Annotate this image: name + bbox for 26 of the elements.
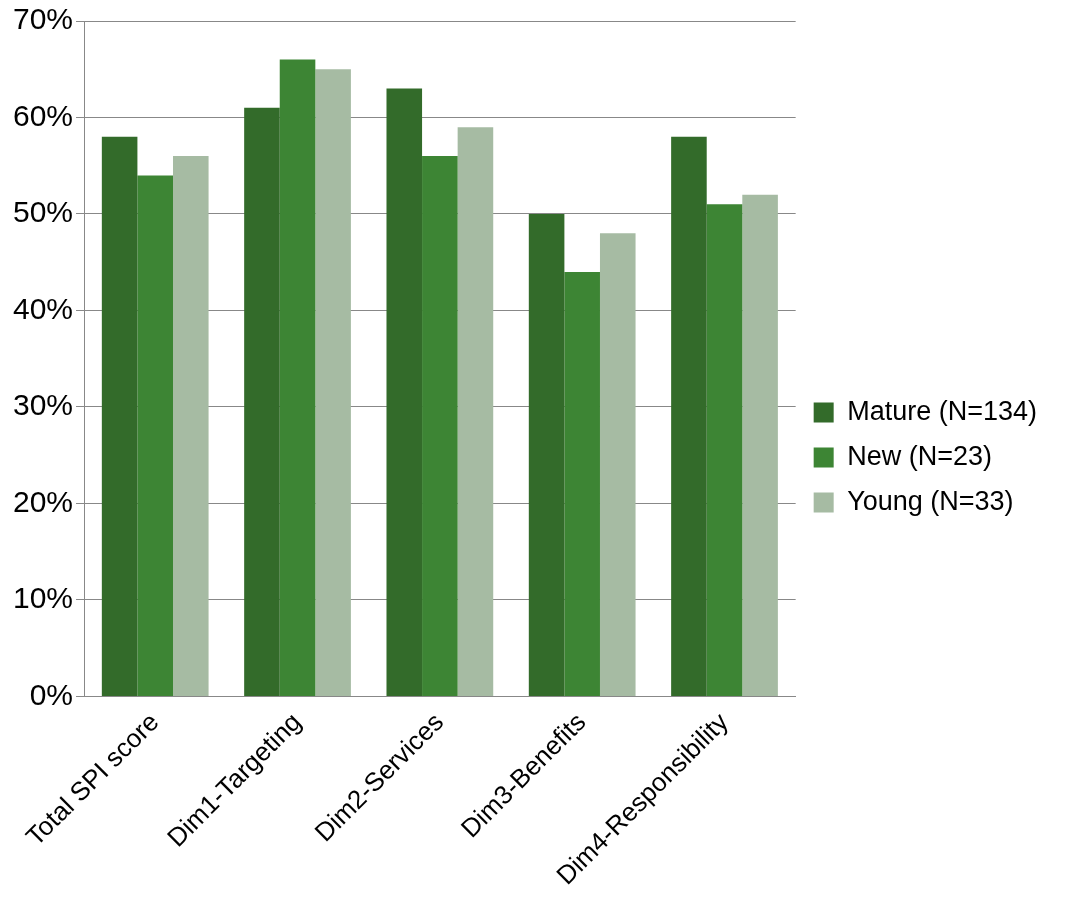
bar [244, 107, 280, 696]
bar [422, 156, 458, 696]
y-tick-label: 60% [13, 98, 74, 132]
bar [101, 136, 138, 696]
y-tick-label: 0% [29, 677, 74, 711]
y-tick-label: 50% [13, 195, 74, 229]
legend-label: New (N=23) [847, 440, 992, 471]
y-tick-label: 20% [13, 484, 74, 518]
bar [671, 136, 707, 696]
legend-label: Young (N=33) [847, 485, 1014, 516]
legend-label: Mature (N=134) [847, 395, 1038, 426]
bar [564, 271, 600, 696]
bar [137, 175, 173, 696]
bar [528, 214, 565, 696]
bar [457, 127, 494, 696]
bar [173, 156, 209, 696]
bar [386, 88, 423, 696]
bar [279, 59, 316, 696]
bar [742, 194, 778, 696]
bar [599, 233, 636, 696]
y-tick-label: 40% [13, 291, 74, 325]
y-tick-label: 10% [13, 581, 74, 615]
bar [706, 204, 743, 696]
bar [315, 69, 351, 696]
y-tick-label: 70% [13, 2, 74, 36]
y-tick-label: 30% [13, 388, 74, 422]
